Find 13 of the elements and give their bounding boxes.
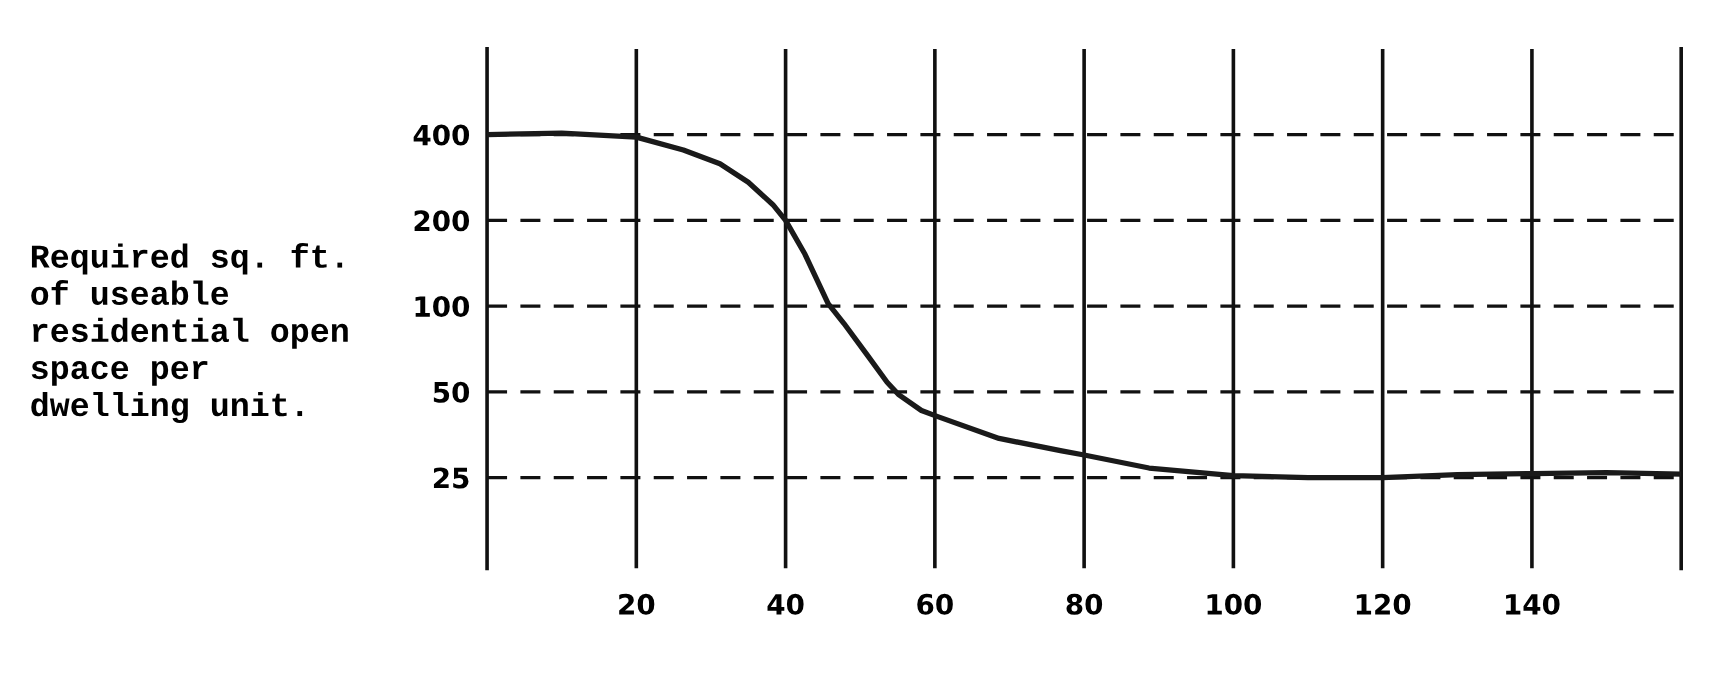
y-axis-title: Required sq. ft. of useable residential open space per dwelling unit. — [31, 242, 348, 424]
x-tick-label: 60 — [917, 593, 953, 615]
x-tick-label: 20 — [619, 593, 655, 615]
x-tick-label: 40 — [767, 593, 804, 615]
y-tick-label: 400 — [413, 124, 470, 146]
x-tick-label: 140 — [1506, 593, 1560, 615]
y-tick-label: 100 — [415, 296, 470, 318]
x-tick-label: 80 — [1066, 593, 1103, 615]
x-tick-label: 120 — [1356, 593, 1411, 615]
y-tick-label: 200 — [414, 210, 470, 232]
y-tick-label: 50 — [433, 381, 470, 403]
y-tick-label: 25 — [433, 467, 469, 489]
x-tick-label: 100 — [1207, 593, 1262, 615]
